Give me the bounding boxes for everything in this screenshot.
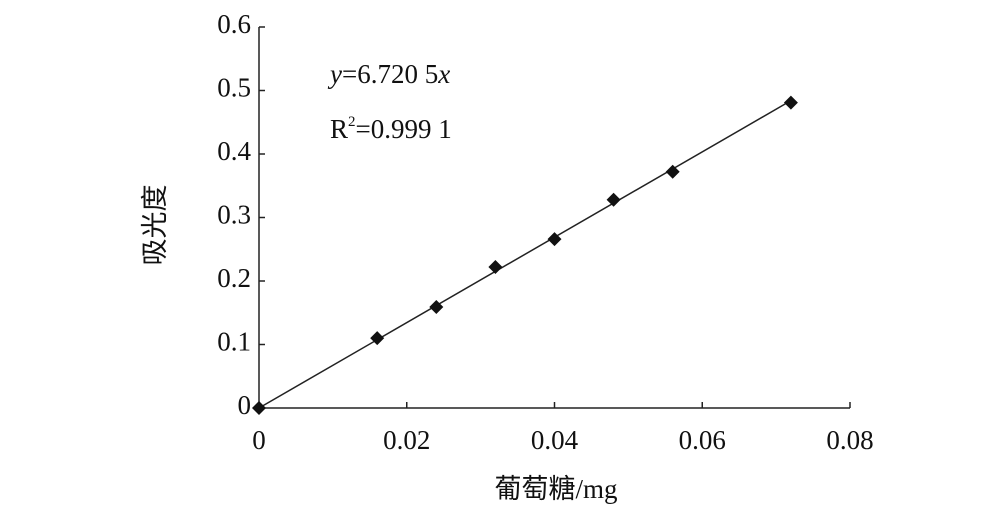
y-tick-label: 0 xyxy=(238,390,252,420)
x-axis-title: 葡萄糖/mg xyxy=(494,474,617,504)
data-point xyxy=(665,164,680,179)
data-point xyxy=(488,260,503,275)
x-tick-label: 0.06 xyxy=(679,425,726,455)
y-tick-label: 0.1 xyxy=(217,327,251,357)
equation-part: =6.720 5 xyxy=(342,59,438,89)
equation: y=6.720 5x xyxy=(327,59,450,89)
data-point xyxy=(370,331,385,346)
y-tick-label: 0.4 xyxy=(217,136,251,166)
y-tick-label: 0.5 xyxy=(217,73,251,103)
x-tick-label: 0.04 xyxy=(531,425,579,455)
data-point xyxy=(547,232,562,247)
y-tick-label: 0.3 xyxy=(217,200,251,230)
equation-part: x xyxy=(437,59,450,89)
y-axis-title: 吸光度 xyxy=(140,185,170,266)
data-point xyxy=(252,401,266,415)
r-squared: R2=0.999 1 xyxy=(330,114,452,144)
r-squared-part: =0.999 1 xyxy=(356,114,452,144)
x-tick-label: 0.08 xyxy=(826,425,873,455)
trendline xyxy=(258,100,792,409)
data-point xyxy=(429,300,444,315)
x-tick-label: 0.02 xyxy=(383,425,430,455)
data-point xyxy=(606,192,621,207)
y-tick-label: 0.2 xyxy=(217,263,251,293)
r-squared-part: R xyxy=(330,114,348,144)
y-tick-label: 0.6 xyxy=(217,9,251,39)
data-point xyxy=(783,95,798,110)
r-squared-part: 2 xyxy=(348,114,356,130)
x-tick-label: 0 xyxy=(252,425,266,455)
equation-part: y xyxy=(327,59,342,89)
